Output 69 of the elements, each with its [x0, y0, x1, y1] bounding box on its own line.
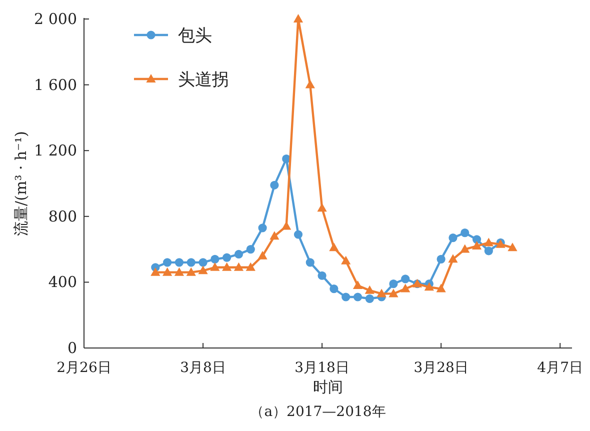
- point: [186, 258, 196, 267]
- point: [270, 180, 279, 190]
- point: [234, 262, 244, 271]
- point: [258, 250, 268, 260]
- y-tick-label: 0: [67, 339, 77, 357]
- y-tick-label: 400: [48, 273, 77, 292]
- point: [222, 262, 232, 271]
- point: [341, 256, 351, 264]
- x-tick-label: 2月26日: [56, 360, 112, 376]
- point: [472, 235, 482, 244]
- legend-label: 头道拐: [178, 70, 229, 90]
- point: [389, 280, 398, 288]
- point: [150, 267, 160, 276]
- x-tick-label: 3月8日: [180, 360, 226, 376]
- point: [198, 266, 208, 274]
- point: [401, 274, 410, 284]
- point: [294, 230, 303, 239]
- point: [448, 233, 458, 242]
- x-tick-label: 4月7日: [537, 360, 584, 376]
- point: [234, 250, 244, 259]
- point: [460, 228, 470, 238]
- point: [436, 284, 446, 292]
- point: [318, 271, 326, 280]
- point: [400, 284, 410, 292]
- point: [353, 292, 362, 302]
- point: [210, 254, 220, 264]
- point: [282, 221, 292, 230]
- y-tick-label: 1 600: [34, 76, 77, 94]
- point: [293, 14, 304, 22]
- point: [388, 288, 398, 298]
- point: [472, 241, 482, 250]
- point: [306, 258, 314, 267]
- point: [198, 258, 208, 267]
- text: （a）2017—2018年: [250, 404, 386, 420]
- point: [258, 224, 267, 232]
- point: [364, 285, 374, 294]
- y-tick-label: 2 000: [34, 10, 77, 28]
- point: [376, 288, 386, 298]
- point: [174, 267, 184, 276]
- x-tick-label: 3月28日: [414, 360, 468, 376]
- point: [330, 284, 338, 294]
- y-tick-label: 1 200: [34, 142, 77, 160]
- point: [270, 231, 280, 240]
- point: [186, 267, 196, 276]
- point: [222, 253, 232, 262]
- y-tick-label: 800: [48, 207, 77, 226]
- point: [317, 203, 327, 212]
- y-axis-title: 流量/(m³ · h⁻¹): [12, 131, 30, 236]
- point: [305, 80, 315, 88]
- point: [424, 282, 434, 291]
- x-axis-title: 时间: [313, 378, 343, 396]
- point: [246, 262, 256, 271]
- point: [436, 254, 446, 264]
- point: [484, 246, 493, 256]
- point: [484, 238, 494, 246]
- point: [342, 292, 350, 302]
- point: [352, 280, 363, 289]
- point: [246, 245, 255, 254]
- point: [174, 258, 184, 267]
- legend-label: 包头: [178, 26, 212, 46]
- point: [460, 244, 470, 253]
- point: [508, 242, 518, 252]
- point: [329, 242, 339, 252]
- point: [365, 294, 374, 303]
- point: [210, 262, 220, 271]
- x-tick-label: 3月18日: [294, 360, 350, 376]
- point: [162, 267, 172, 276]
- point: [448, 254, 458, 263]
- point: [163, 258, 172, 267]
